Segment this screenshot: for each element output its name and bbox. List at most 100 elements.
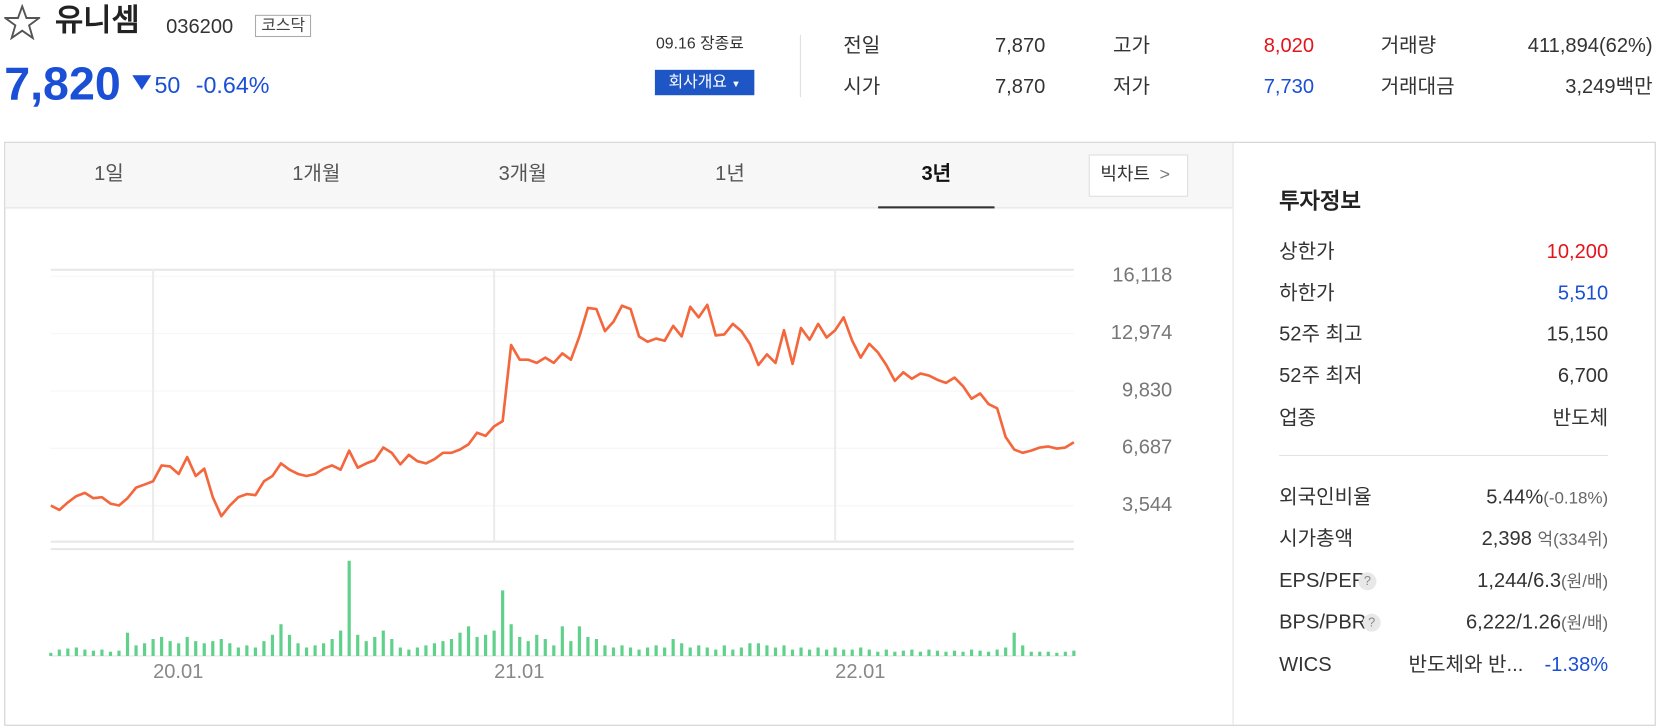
invest-title: 투자정보 — [1279, 189, 1361, 214]
volume-bar — [535, 634, 539, 656]
stat-value: 7,870 — [994, 76, 1046, 99]
note: -1.38% — [1544, 653, 1609, 677]
volume-bar — [364, 641, 368, 656]
volume-bar — [697, 645, 701, 656]
volume-bar — [987, 651, 991, 656]
volume-bar — [748, 643, 752, 656]
volume-bar — [944, 651, 948, 656]
volume-bar — [108, 651, 113, 656]
volume-bar — [688, 647, 692, 656]
volume-bar — [279, 624, 283, 656]
value: 1,244/6.3 — [1477, 570, 1562, 593]
volume-bar — [125, 632, 130, 656]
volume-bar — [654, 645, 658, 656]
volume-bar — [765, 645, 769, 656]
volume-bar — [424, 645, 428, 656]
info-value: 반도체와 반... -1.38% — [1375, 655, 1608, 675]
volume-bar — [637, 649, 641, 656]
volume-bar — [611, 647, 616, 656]
value: 2,398 — [1481, 527, 1532, 551]
volume-bar — [91, 650, 95, 656]
volume-bar — [799, 647, 803, 656]
stat-label: 거래대금 — [1380, 76, 1455, 99]
volume-bar — [475, 636, 479, 656]
volume-bar — [807, 649, 812, 656]
volume-bar — [1004, 647, 1008, 656]
info-label: 외국인비율 — [1279, 486, 1372, 509]
volume-bar — [151, 639, 155, 656]
y-tick-label: 3,544 — [1122, 494, 1172, 516]
tab[interactable]: 1개월 — [292, 162, 341, 186]
volume-bar — [773, 647, 778, 656]
favorite-star[interactable] — [4, 4, 41, 41]
stock-code: 036200 — [166, 15, 234, 39]
x-tick-label: 22.01 — [835, 661, 885, 683]
info-value: 15,150 — [1546, 323, 1609, 346]
stat-label: 시가 — [843, 76, 881, 99]
volume-bar — [501, 590, 505, 656]
volume-bar — [961, 651, 965, 656]
volume-bar — [543, 639, 547, 656]
company-button[interactable]: 회사개요 ▼ — [654, 69, 755, 96]
tab-active[interactable]: 3년 — [921, 162, 952, 186]
volume-bar — [859, 647, 863, 656]
volume-bar — [680, 643, 684, 656]
volume-bar — [552, 645, 556, 656]
tab[interactable]: 1일 — [94, 162, 124, 186]
tab[interactable]: 3개월 — [498, 162, 547, 186]
volume-bar — [739, 647, 743, 656]
tab-bar — [5, 142, 1233, 209]
volume-bar — [910, 649, 914, 656]
company-button-label: 회사개요 — [668, 73, 727, 91]
volume-bar — [782, 645, 786, 656]
volume-bar — [603, 645, 607, 656]
info-label: 하한가 — [1279, 282, 1335, 305]
volume-bar — [304, 647, 309, 656]
volume-bar — [825, 649, 829, 656]
help-icon[interactable]: ? — [1358, 572, 1377, 591]
volume-bar — [833, 647, 837, 656]
note: (-0.18%) — [1543, 489, 1609, 508]
volume-bar — [560, 626, 564, 656]
volume-bar — [390, 639, 394, 656]
info-label: BPS/PBR — [1279, 611, 1367, 634]
volume-bar — [705, 647, 709, 656]
volume-bar — [594, 639, 599, 656]
current-price: 7,820 — [4, 58, 121, 111]
volume-bar — [484, 634, 488, 656]
volume-bar — [952, 650, 957, 656]
volume-bar — [142, 643, 147, 656]
x-tick-label: 20.01 — [153, 661, 203, 683]
big-chart-button[interactable]: 빅차트 > — [1088, 154, 1189, 197]
stat-value: 7,730 — [1263, 76, 1315, 99]
volume-bar — [194, 641, 198, 656]
volume-bar — [518, 636, 522, 656]
panel-divider — [1232, 142, 1234, 725]
volume-bar — [995, 649, 999, 656]
tab[interactable]: 1년 — [715, 162, 745, 186]
price-change-pct: -0.64% — [195, 71, 270, 99]
volume-bar — [66, 648, 70, 656]
volume-bar — [1072, 650, 1076, 656]
volume-bar — [620, 645, 624, 656]
y-tick-label: 6,687 — [1122, 437, 1172, 459]
help-icon[interactable]: ? — [1362, 613, 1381, 632]
info-label: 52주 최저 — [1279, 365, 1363, 388]
volume-bar — [449, 639, 454, 656]
volume-bar — [893, 651, 897, 656]
big-chart-label: 빅차트 — [1100, 163, 1150, 185]
note: 억(334위) — [1537, 531, 1609, 550]
volume-bar — [236, 647, 240, 656]
volume-bar — [287, 634, 292, 656]
volume-bar — [901, 650, 905, 656]
info-label: 업종 — [1279, 407, 1317, 430]
volume-bar — [628, 647, 633, 656]
volume-bar — [867, 649, 871, 656]
volume-bar — [330, 639, 334, 656]
stat-label: 전일 — [843, 34, 881, 58]
volume-bar — [790, 649, 795, 656]
volume-bar — [177, 643, 181, 656]
value: 6,222/1.26 — [1466, 611, 1562, 634]
volume-bar — [202, 643, 206, 656]
